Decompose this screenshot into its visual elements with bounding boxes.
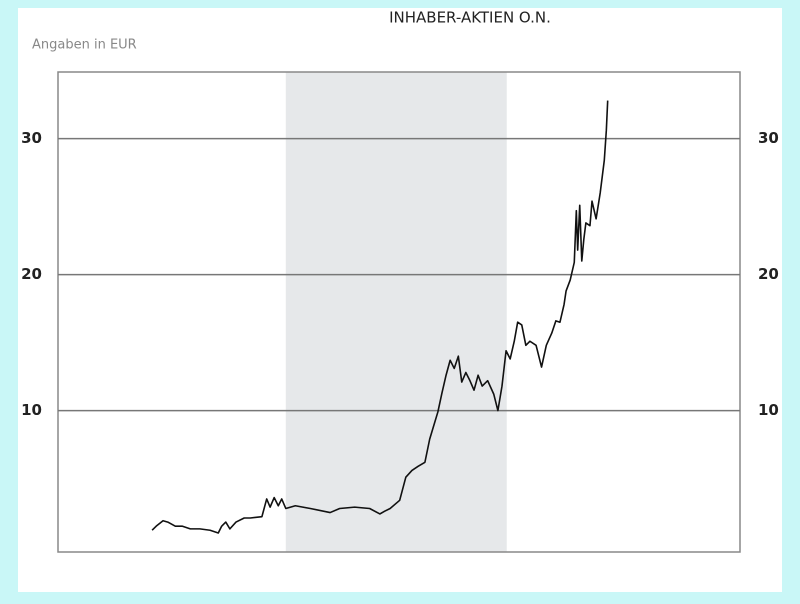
line: [151, 100, 609, 534]
y-tick-label: 20: [21, 265, 42, 283]
plot-frame: [57, 71, 741, 553]
chart-title: INHABER-AKTIEN O.N.: [389, 9, 551, 27]
chart-subtitle: Angaben in EUR: [32, 38, 137, 53]
y-tick-label-right: 30: [758, 129, 779, 147]
y-tick-label: 10: [21, 401, 42, 419]
y-tick-label-right: 10: [758, 401, 779, 419]
y-tick-label: 30: [21, 129, 42, 147]
highlight-band: [285, 72, 507, 552]
y-tick-label-right: 20: [758, 265, 779, 283]
